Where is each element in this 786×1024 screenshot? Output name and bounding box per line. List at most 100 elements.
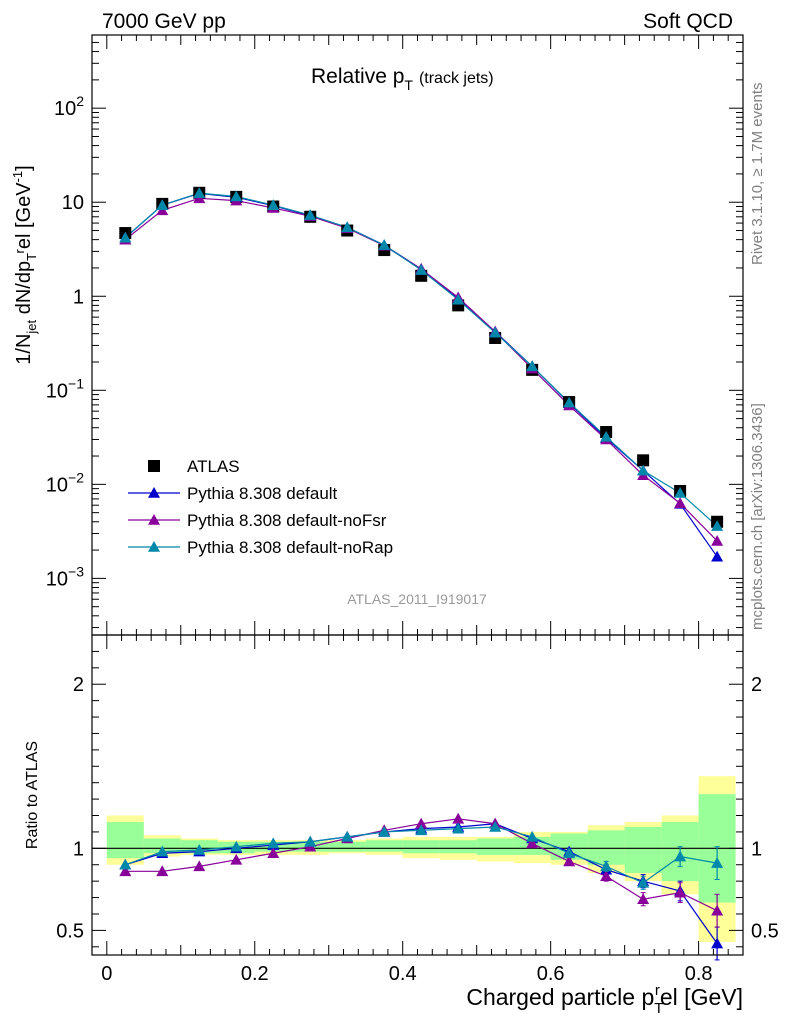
ratio-point: [119, 865, 132, 877]
ratio-point: [526, 830, 539, 842]
ratio-point: [415, 824, 428, 836]
mc-point: [489, 326, 502, 338]
ratio-point: [156, 865, 169, 877]
stat-band-bin: [328, 841, 366, 852]
legend-marker-atlas: [148, 460, 160, 472]
mcplots-side-label: mcplots.cern.ch [arXiv:1306.3436]: [749, 403, 766, 630]
ratio-point: [489, 821, 502, 832]
x-tick-label: 0.6: [537, 963, 565, 985]
ratio-y-axis-label: Ratio to ATLAS: [24, 741, 41, 849]
legend: ATLAS Pythia 8.308 default Pythia 8.308 de…: [128, 457, 393, 557]
mc-point: [193, 187, 206, 198]
mc-point: [711, 550, 724, 562]
mc-point: [304, 209, 317, 220]
x-tick-label: 0.8: [685, 963, 713, 985]
ratio-point: [378, 825, 391, 837]
mc-point: [563, 396, 576, 408]
ratio-point: [526, 837, 539, 849]
ratio-point: [267, 837, 280, 849]
mc-point: [341, 221, 354, 233]
analysis-watermark: ATLAS_2011_I919017: [347, 591, 487, 607]
mc-point: [156, 199, 169, 210]
ratio-point: [637, 876, 650, 888]
main-markers-1: [119, 187, 724, 562]
ratio-axis-ticks: 0.5 0.5 1 1 2 2 0 0.2 0.4 0.6 0.8: [56, 635, 779, 985]
ratio-y-tick-label-right: 2: [751, 674, 762, 696]
rivet-side-label: Rivet 3.1.10, ≥ 1.7M events: [749, 83, 766, 266]
y-tick-label: 10−3: [46, 563, 84, 590]
ratio-point: [230, 853, 243, 865]
ratio-series-layer: [119, 812, 724, 961]
ratio-series-2: [119, 821, 724, 890]
ratio-point: [711, 857, 724, 868]
ratio-point: [600, 870, 613, 882]
data-point: [637, 454, 650, 467]
header-right: Soft QCD: [643, 10, 733, 33]
ratio-uncertainty-bands: [92, 776, 743, 942]
legend-label: Pythia 8.308 default: [187, 484, 338, 503]
main-series-layer: [119, 186, 724, 562]
stat-band-bin: [624, 827, 662, 873]
ratio-y-tick-label: 2: [73, 674, 84, 696]
header-left: 7000 GeV pp: [102, 10, 226, 33]
mc-point: [711, 520, 724, 531]
main-axis-ticks: 10−3 10−2 10−1 1 10 102: [46, 34, 743, 635]
mc-point: [452, 293, 465, 305]
ratio-y-tick-label-right: 0.5: [751, 920, 779, 942]
ratio-point: [193, 860, 206, 872]
ratio-point: [711, 904, 724, 916]
main-series-3: [124, 192, 718, 527]
stat-band-bin: [439, 840, 477, 854]
x-tick-label: 0.4: [389, 963, 417, 985]
stat-band-bin: [402, 840, 440, 854]
ratio-point: [637, 893, 650, 905]
main-title: Relative pT (track jets): [311, 65, 494, 93]
ratio-point: [563, 847, 576, 859]
mc-point: [378, 239, 391, 250]
y-tick-label: 10−1: [46, 375, 84, 402]
ratio-point: [341, 830, 354, 842]
main-y-axis-label: 1/Njet dN/dpTrel [GeV-1]: [10, 165, 39, 364]
mc-point: [600, 430, 613, 442]
mc-point: [415, 264, 428, 275]
ratio-point: [674, 886, 687, 898]
ratio-series-1: [119, 812, 724, 928]
stat-band-bin: [587, 830, 625, 865]
y-tick-label: 10: [62, 192, 84, 214]
legend-marker: [148, 514, 160, 525]
y-tick-label: 1: [73, 286, 84, 308]
ratio-point: [415, 817, 428, 829]
ratio-point: [304, 835, 317, 847]
mc-point: [637, 464, 650, 476]
ratio-y-tick-label: 1: [73, 838, 84, 860]
mc-point: [674, 486, 687, 498]
ratio-point: [711, 937, 724, 949]
main-markers-3: [119, 187, 724, 531]
ratio-y-tick-label: 0.5: [56, 920, 84, 942]
mc-point: [119, 231, 132, 243]
legend-label: Pythia 8.308 default-noFsr: [187, 511, 387, 530]
x-axis-label: Charged particle pTrel [GeV]: [466, 982, 743, 1017]
ratio-point: [563, 855, 576, 867]
ratio-point: [267, 847, 280, 859]
main-markers-0: [119, 186, 724, 528]
stat-band-bin: [365, 840, 403, 852]
mc-point: [230, 190, 243, 202]
mc-point: [674, 497, 687, 509]
ratio-point: [452, 812, 465, 824]
ratio-point: [600, 860, 613, 872]
ratio-point: [156, 845, 169, 857]
main-series-line: [124, 192, 718, 527]
y-tick-label: 10−2: [46, 469, 84, 496]
ratio-frame: [91, 634, 744, 956]
mc-point: [711, 534, 724, 546]
ratio-y-tick-label-right: 1: [751, 838, 762, 860]
legend-label: ATLAS: [187, 457, 240, 476]
ratio-point: [230, 840, 243, 852]
ratio-point: [674, 850, 687, 862]
ratio-point: [452, 822, 465, 834]
legend-label: Pythia 8.308 default-noRap: [187, 538, 393, 557]
x-tick-label: 0.2: [241, 963, 269, 985]
ratio-point: [193, 843, 206, 855]
